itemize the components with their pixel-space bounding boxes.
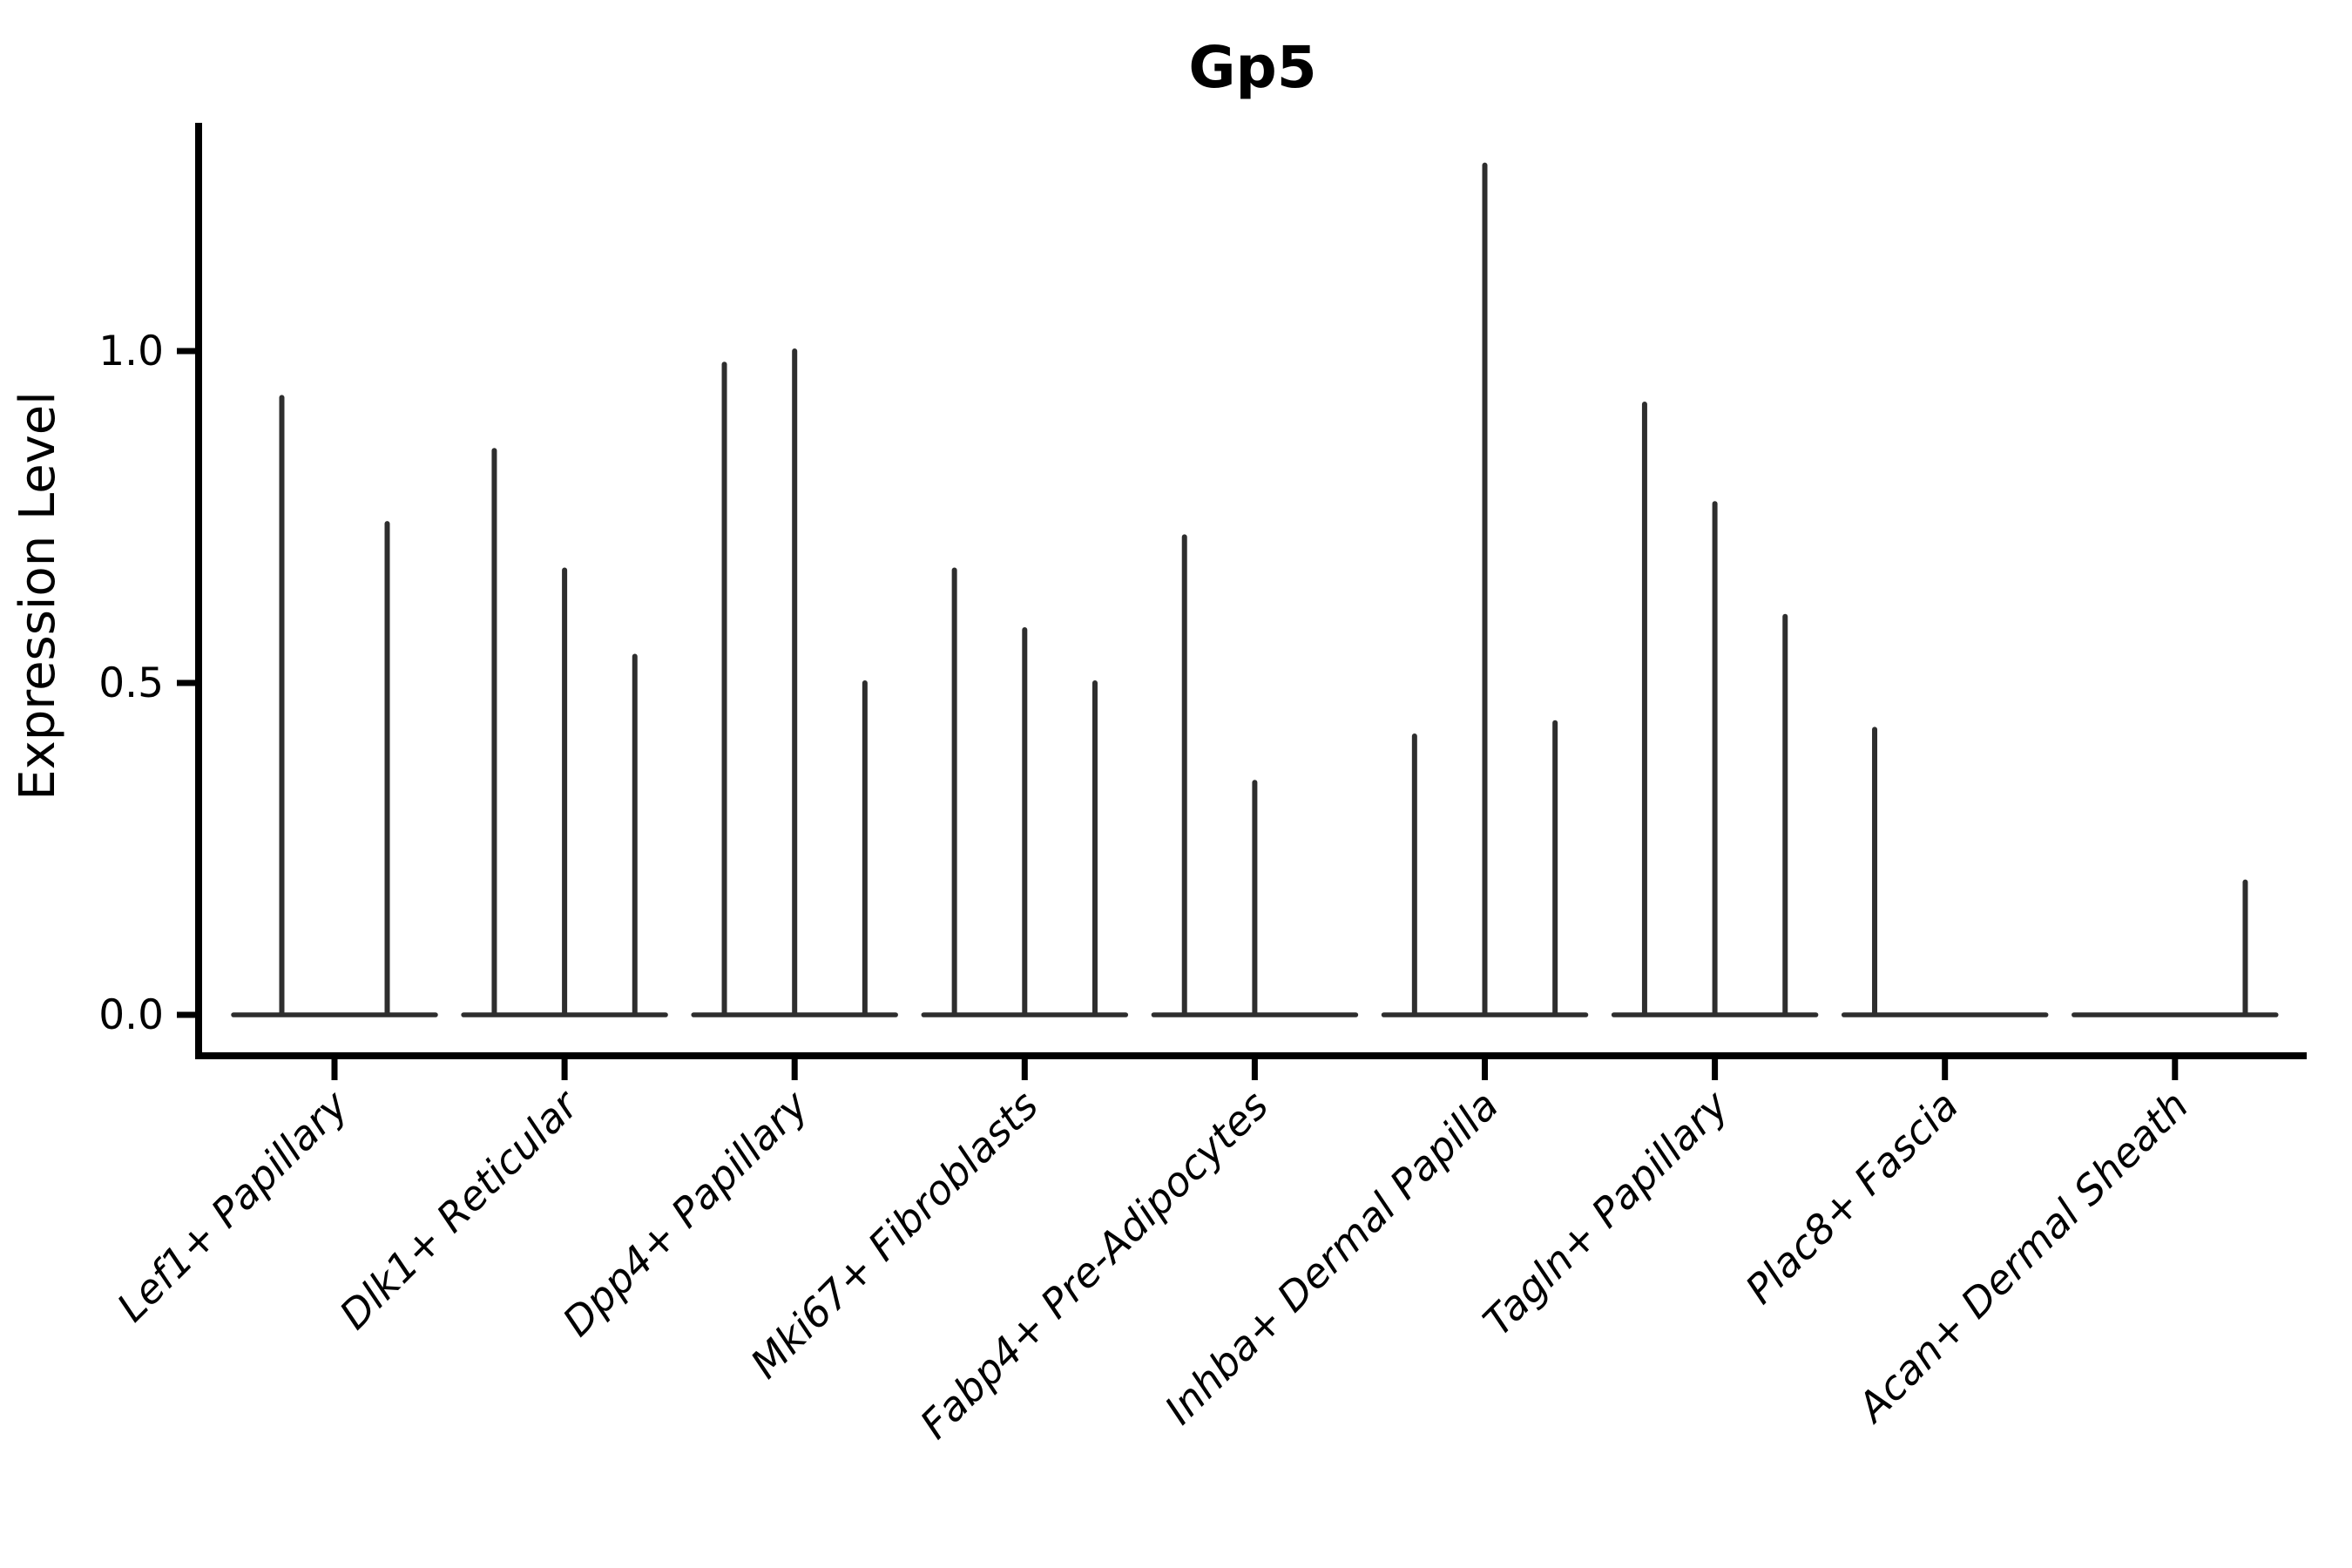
violins-layer bbox=[231, 162, 2279, 1017]
x-tick-label: Plac8+ Fascia bbox=[1736, 1082, 1967, 1313]
y-tick-label: 1.0 bbox=[98, 328, 164, 375]
y-tick-label: 0.0 bbox=[98, 991, 164, 1039]
chart-title: Gp5 bbox=[1188, 34, 1316, 101]
x-tick-label: Dlk1+ Reticular bbox=[330, 1079, 589, 1338]
x-tick-label: Lef1+ Papillary bbox=[108, 1081, 357, 1330]
y-tick-label: 0.5 bbox=[98, 659, 164, 707]
y-axis-title: Expression Level bbox=[10, 391, 66, 801]
axis-spines bbox=[195, 123, 2307, 1059]
x-tick-label: Dpp4+ Papillary bbox=[553, 1081, 817, 1345]
x-tick-label: Tagln+ Papillary bbox=[1474, 1081, 1738, 1345]
